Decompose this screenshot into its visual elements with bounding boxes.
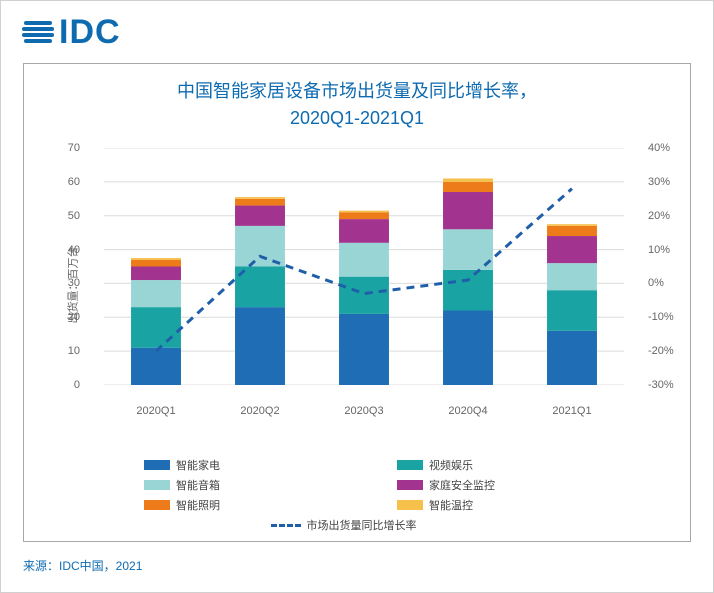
legend-label: 视频娱乐	[429, 457, 473, 473]
y1-tick: 10	[68, 345, 80, 357]
source-text: 来源：IDC中国，2021	[23, 557, 142, 574]
legend-item: 智能音箱	[104, 475, 357, 495]
legend-item: 视频娱乐	[357, 455, 610, 475]
bar-segment	[547, 263, 597, 290]
bar-segment	[443, 311, 493, 385]
y1-tick: 60	[68, 176, 80, 188]
legend-item: 家庭安全监控	[357, 475, 610, 495]
x-tick: 2021Q1	[552, 405, 591, 417]
y1-tick: 50	[68, 210, 80, 222]
plot-area: 010203040506070-30%-20%-10%0%10%20%30%40…	[104, 148, 624, 403]
bar-segment	[547, 236, 597, 263]
idc-logo: IDC	[21, 15, 121, 49]
y1-tick: 40	[68, 244, 80, 256]
y2-tick: -20%	[648, 345, 674, 357]
legend-swatch-icon	[144, 480, 170, 490]
bar-segment	[131, 307, 181, 348]
y2-tick: 20%	[648, 210, 670, 222]
legend-item: 智能家电	[104, 455, 357, 475]
bar-segment	[339, 219, 389, 243]
title-line-1: 中国智能家居设备市场出货量及同比增长率，	[177, 81, 537, 101]
bar-segment	[131, 267, 181, 281]
x-tick: 2020Q4	[448, 405, 487, 417]
bar-segment	[235, 206, 285, 226]
bar-segment	[235, 226, 285, 267]
y1-tick: 20	[68, 311, 80, 323]
bar-segment	[339, 212, 389, 219]
bar-segment	[547, 224, 597, 226]
bar-segment	[339, 243, 389, 277]
title-line-2: 2020Q1-2021Q1	[290, 108, 424, 128]
y2-tick: 10%	[648, 244, 670, 256]
legend-label: 智能温控	[429, 497, 473, 513]
legend-label: 智能照明	[176, 497, 220, 513]
legend-swatch-icon	[397, 460, 423, 470]
bar-segment	[235, 307, 285, 385]
legend-label: 智能家电	[176, 457, 220, 473]
bar-segment	[443, 192, 493, 229]
legend-swatch-icon	[144, 500, 170, 510]
y1-tick: 0	[74, 379, 80, 391]
y2-tick: 0%	[648, 277, 664, 289]
bar-segment	[339, 211, 389, 213]
y1-tick: 30	[68, 277, 80, 289]
x-tick: 2020Q3	[344, 405, 383, 417]
bar-segment	[443, 270, 493, 311]
y2-tick: 40%	[648, 142, 670, 154]
chart-area: 出货量：百万台 010203040506070-30%-20%-10%0%10%…	[86, 148, 642, 421]
legend-item: 智能照明	[104, 495, 357, 515]
y2-tick: -10%	[648, 311, 674, 323]
bar-segment	[131, 260, 181, 267]
bar-segment	[235, 199, 285, 206]
bar-segment	[547, 290, 597, 331]
legend-item: 市场出货量同比增长率	[231, 515, 484, 535]
bar-segment	[547, 331, 597, 385]
logo-text: IDC	[59, 15, 121, 49]
x-tick: 2020Q2	[240, 405, 279, 417]
legend-swatch-icon	[397, 500, 423, 510]
legend-label: 市场出货量同比增长率	[307, 517, 417, 533]
y2-tick: 30%	[648, 176, 670, 188]
y1-tick: 70	[68, 142, 80, 154]
bar-segment	[547, 226, 597, 236]
bar-segment	[131, 258, 181, 260]
bar-segment	[443, 178, 493, 181]
legend-swatch-icon	[397, 480, 423, 490]
bar-segment	[131, 348, 181, 385]
legend-dash-icon	[271, 524, 301, 527]
legend-item: 智能温控	[357, 495, 610, 515]
bar-segment	[131, 280, 181, 307]
bar-segment	[339, 314, 389, 385]
legend-label: 智能音箱	[176, 477, 220, 493]
chart-panel: 中国智能家居设备市场出货量及同比增长率， 2020Q1-2021Q1 出货量：百…	[23, 63, 691, 542]
globe-icon	[21, 15, 55, 49]
legend-swatch-icon	[144, 460, 170, 470]
bar-segment	[339, 277, 389, 314]
bar-segment	[443, 182, 493, 192]
legend-label: 家庭安全监控	[429, 477, 495, 493]
x-tick: 2020Q1	[136, 405, 175, 417]
chart-title: 中国智能家居设备市场出货量及同比增长率， 2020Q1-2021Q1	[64, 78, 650, 132]
bar-segment	[235, 197, 285, 199]
y2-tick: -30%	[648, 379, 674, 391]
legend: 智能家电 视频娱乐智能音箱 家庭安全监控智能照明 智能温控市场出货量同比增长率	[24, 455, 690, 535]
